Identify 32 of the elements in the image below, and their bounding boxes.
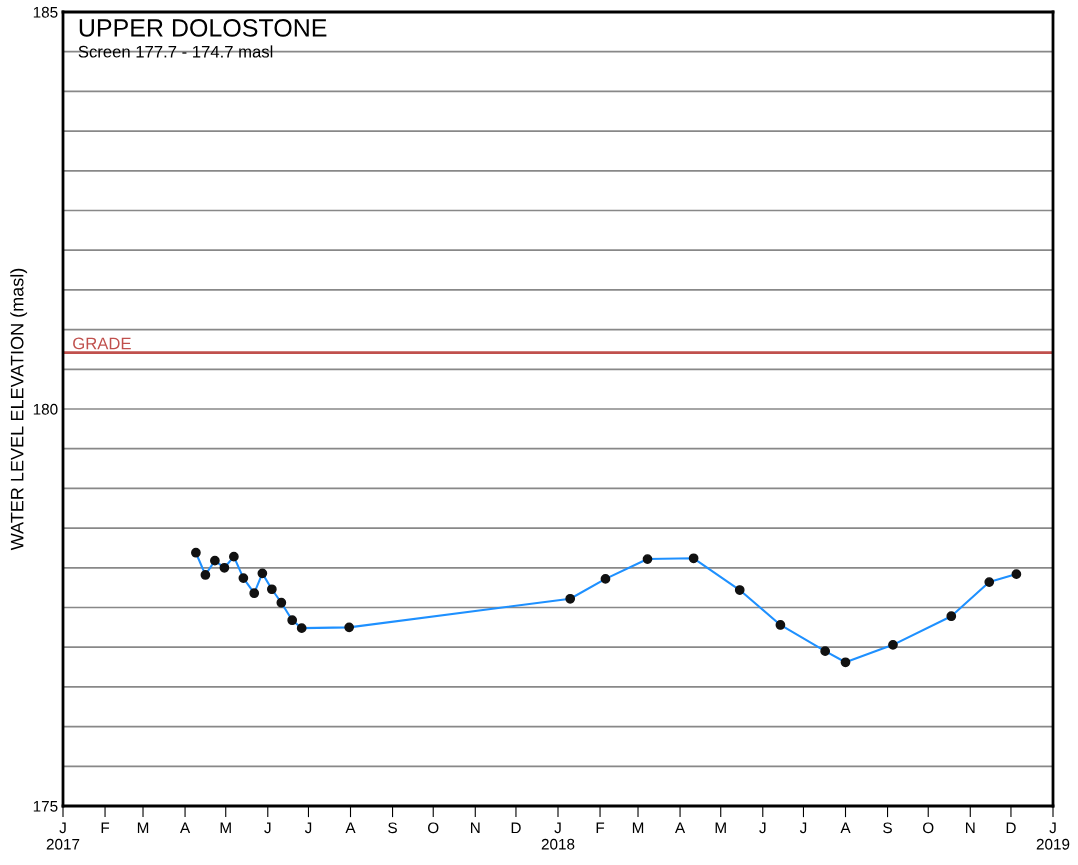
x-tick-label: J 2018 (541, 822, 575, 850)
x-tick-label: M (715, 822, 726, 834)
x-tick-label: J 2017 (46, 822, 80, 850)
y-tick-label: 175 (33, 801, 58, 812)
y-tick-label: 180 (33, 403, 58, 415)
x-tick-label: F (596, 822, 605, 834)
x-tick-label: M (137, 822, 149, 834)
y-tick-label: 185 (33, 6, 58, 18)
x-tick-label: A (345, 822, 356, 834)
x-tick-label: O (923, 822, 934, 834)
x-tick-label: J (304, 822, 312, 834)
x-tick-label: J 2019 (1036, 822, 1070, 850)
x-tick-label: A (179, 822, 191, 834)
x-tick-label: S (388, 822, 397, 834)
text: Screen 177.7 - 174.7 masl (78, 45, 273, 58)
x-tick-label: M (632, 822, 644, 834)
ref-line-label: GRADE (73, 337, 131, 350)
x-tick-label: A (674, 822, 686, 834)
x-tick-label: N (471, 822, 480, 834)
y-axis-title: WATER LEVEL ELEVATION (masl) (10, 268, 28, 551)
x-tick-label: J (799, 822, 807, 834)
x-tick-label: M (220, 822, 231, 834)
x-tick-label: J (264, 822, 271, 834)
chart-title: UPPER DOLOSTONE (79, 19, 327, 37)
x-tick-label: D (511, 822, 521, 834)
x-tick-label: N (966, 822, 975, 834)
x-tick-label: F (101, 822, 110, 834)
x-tick-label: O (428, 822, 439, 834)
x-tick-label: J (759, 822, 766, 834)
x-tick-label: A (840, 822, 851, 834)
x-tick-label: S (883, 822, 892, 834)
x-tick-label: D (1006, 822, 1016, 834)
